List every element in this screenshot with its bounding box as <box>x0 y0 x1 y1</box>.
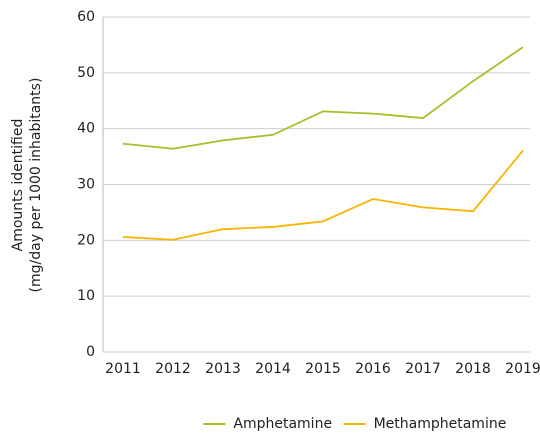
x-tick-label: 2013 <box>205 361 241 377</box>
x-tick-label: 2019 <box>505 361 540 377</box>
y-tick-label: 10 <box>77 288 95 304</box>
x-tick-label: 2014 <box>255 361 291 377</box>
y-tick-label: 50 <box>77 65 95 81</box>
y-tick-label: 30 <box>77 177 95 193</box>
y-tick-label: 60 <box>77 9 95 25</box>
x-tick-label: 2012 <box>155 361 191 377</box>
y-tick-label: 20 <box>77 232 95 248</box>
series-line <box>122 46 524 150</box>
legend-label: Amphetamine <box>233 416 332 432</box>
y-axis-label: (mg/day per 1000 inhabitants) <box>28 78 44 293</box>
series-line <box>122 149 524 241</box>
x-tick-label: 2011 <box>105 361 141 377</box>
y-tick-label: 40 <box>77 121 95 137</box>
legend-label: Methamphetamine <box>374 416 507 432</box>
x-tick-label: 2015 <box>305 361 341 377</box>
x-tick-label: 2018 <box>455 361 491 377</box>
y-axis-label: Amounts identified <box>10 119 26 252</box>
y-tick-label: 0 <box>86 344 95 360</box>
x-tick-label: 2016 <box>355 361 391 377</box>
x-tick-label: 2017 <box>405 361 441 377</box>
